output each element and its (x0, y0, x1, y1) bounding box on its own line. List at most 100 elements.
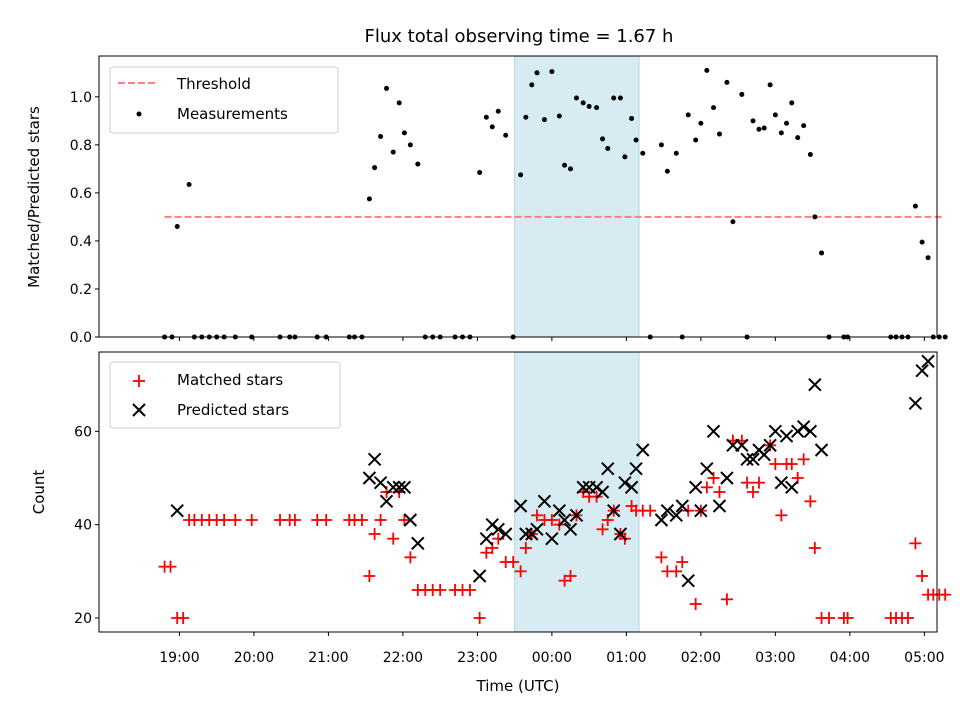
measurement-point (549, 69, 555, 75)
y-tick-label: 0.0 (70, 330, 92, 346)
predicted-star-marker (694, 503, 708, 518)
measurement-point (401, 130, 407, 136)
matched-star-marker (387, 532, 400, 545)
measurement-point (622, 154, 628, 160)
measurement-point (925, 255, 931, 261)
observing-span (514, 55, 640, 338)
predicted-star-marker (808, 377, 822, 392)
count-legend: Matched stars Predicted stars (109, 361, 341, 429)
matched-star-marker (785, 458, 798, 470)
measurement-point (534, 70, 540, 76)
measurement-point (784, 120, 790, 126)
measurement-point (919, 239, 925, 245)
matched-star-marker (434, 584, 447, 596)
predicted-star-marker (654, 513, 669, 527)
matched-star-marker (797, 453, 810, 466)
threshold-legend-label: Threshold (176, 75, 251, 93)
predicted-star-marker (557, 513, 572, 527)
predicted-star-marker (660, 503, 675, 518)
y-tick-label: 40 (74, 518, 92, 534)
measurement-point (716, 131, 722, 137)
matched-star-marker (713, 486, 726, 498)
y-tick-label: 0.4 (70, 234, 92, 250)
measurement-point (407, 142, 413, 148)
matched-star-marker (463, 584, 476, 596)
x-tick-label: 04:00 (830, 650, 870, 666)
count-y-ticks: 20 40 60 (74, 424, 99, 627)
matched-star-marker (530, 509, 543, 522)
predicted-star-marker (479, 531, 494, 546)
predicted-star-marker (491, 522, 505, 537)
measurement-point (605, 145, 611, 151)
predicted-star-marker (170, 503, 184, 518)
observing-span (514, 351, 640, 633)
count-panel: 20 40 60 19:00 20:00 21:00 22:00 23:00 00:00 01:… (30, 351, 952, 695)
predicted-star-marker (397, 480, 412, 495)
matched-star-marker (901, 612, 914, 624)
measurement-point (795, 135, 801, 141)
x-axis-label: Time (UTC) (476, 677, 560, 695)
measurement-point (664, 168, 670, 174)
measurement-point (942, 334, 948, 340)
measurement-point (600, 136, 606, 142)
x-tick-label: 00:00 (532, 650, 572, 666)
y-tick-label: 60 (74, 424, 92, 440)
measurement-point (807, 151, 813, 157)
measurement-point (586, 103, 592, 109)
matched-star-marker (700, 481, 713, 494)
count-x-ticks: 19:00 20:00 21:00 22:00 23:00 00:00 01:00 02:00… (159, 632, 945, 666)
predicted-star-marker (367, 452, 382, 467)
measurement-point (568, 166, 574, 172)
measurement-point (390, 149, 396, 155)
measurements-legend-label: Measurements (177, 105, 288, 123)
predicted-star-marker (915, 363, 929, 378)
measurement-point (529, 82, 535, 88)
matched-star-marker (514, 565, 527, 578)
ratio-y-ticks: 0.0 0.2 0.4 0.6 0.8 1.0 (70, 90, 99, 346)
measurements-legend-swatch (136, 111, 142, 117)
x-tick-label: 01:00 (606, 650, 646, 666)
matched-star-marker (655, 551, 668, 564)
chart-title: Flux total observing time = 1.67 h (365, 26, 674, 47)
x-tick-label: 02:00 (681, 650, 721, 666)
matched-star-marker (644, 504, 657, 517)
matched-star-marker (841, 612, 854, 624)
predicted-star-marker (629, 461, 643, 476)
matched-star-marker (747, 486, 760, 498)
matched-star-marker (229, 514, 242, 526)
matched-star-marker (398, 514, 411, 526)
predicted-star-marker (472, 569, 487, 583)
x-tick-label: 19:00 (159, 650, 199, 666)
measurement-point (819, 250, 825, 256)
predicted-star-marker (681, 573, 695, 588)
matched-star-marker (368, 528, 381, 540)
predicted-star-marker (403, 513, 418, 527)
y-tick-label: 0.6 (70, 186, 92, 202)
measurement-point (711, 105, 717, 111)
predicted-star-marker (803, 424, 818, 439)
predicted-star-marker (712, 499, 727, 513)
ratio-x-ticks (178, 337, 925, 341)
predicted-star-marker (362, 471, 377, 485)
predicted-star-marker (576, 480, 590, 495)
measurement-point (503, 132, 509, 138)
predicted-star-marker (720, 471, 734, 485)
predicted-star-marker (618, 475, 632, 490)
measurement-point (366, 196, 372, 202)
y-tick-label: 20 (74, 611, 92, 627)
predicted-star-marker (552, 503, 567, 518)
matched-star-marker (355, 514, 368, 526)
predicted-star-marker (779, 429, 794, 443)
matched-star-marker (245, 514, 258, 526)
measurement-point (756, 126, 762, 132)
predicted-star-marker (675, 499, 689, 513)
matched-star-marker (596, 523, 609, 536)
predicted-star-marker (735, 438, 749, 453)
measurement-point (174, 224, 180, 230)
measurement-point (698, 120, 704, 126)
measurement-point (384, 85, 390, 91)
predicted-star-marker (768, 424, 783, 439)
measurement-point (750, 118, 756, 124)
matched-star-marker (909, 537, 922, 550)
